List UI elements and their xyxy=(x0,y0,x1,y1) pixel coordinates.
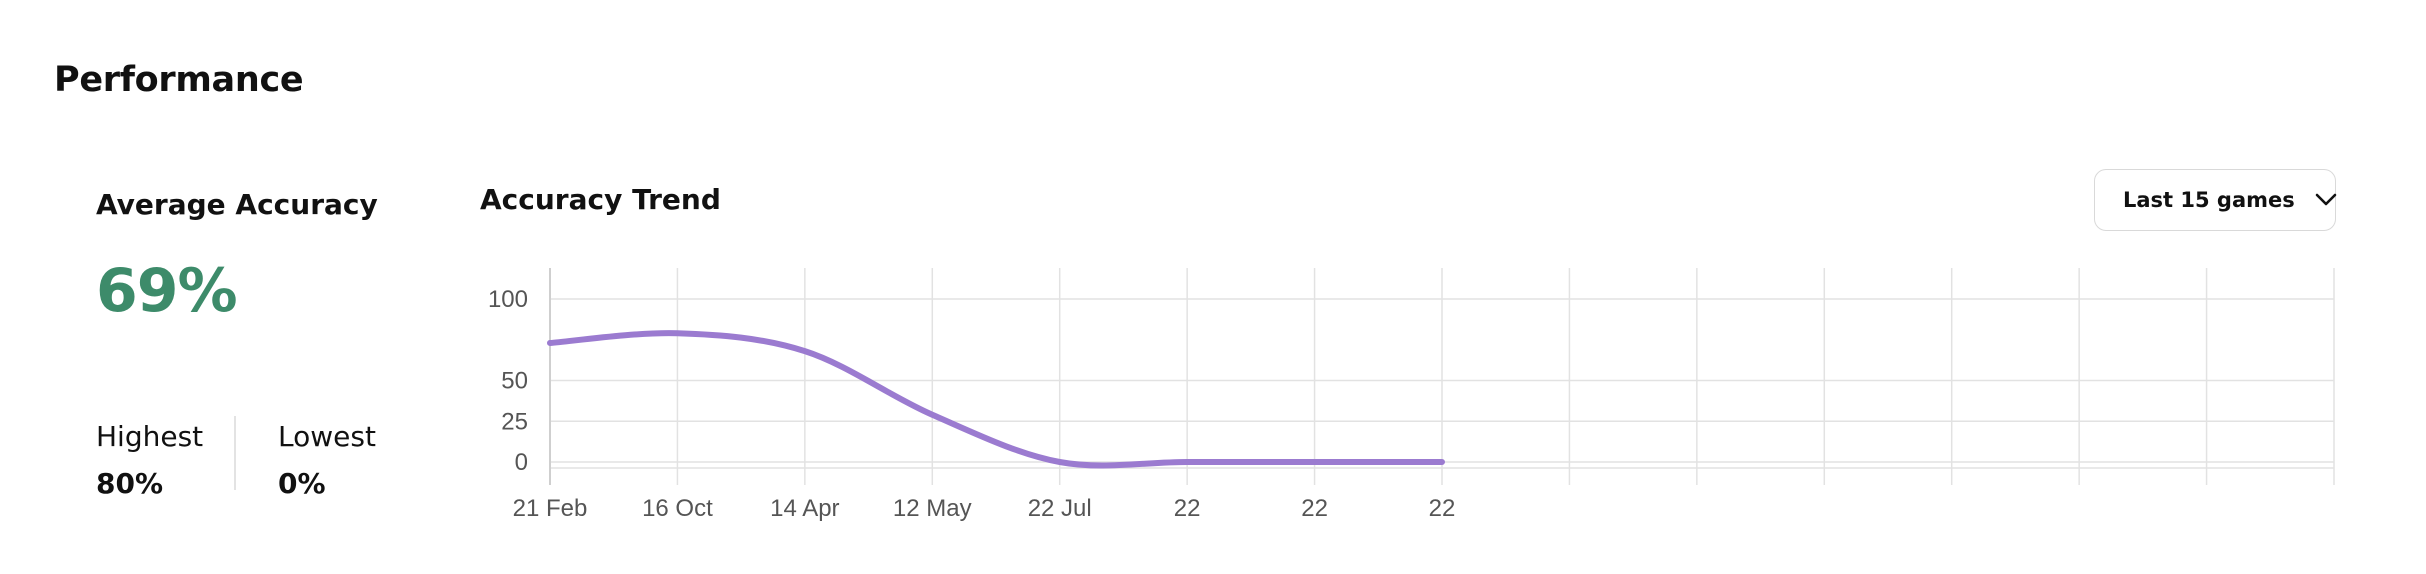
y-tick-label: 25 xyxy=(501,408,528,435)
accuracy-data-point xyxy=(547,340,553,346)
x-tick-label: 14 Apr xyxy=(770,495,839,522)
chart-grid xyxy=(549,268,2335,485)
games-range-selected-value: Last 15 games xyxy=(2123,188,2295,212)
accuracy-data-point xyxy=(1184,459,1190,465)
lowest-value: 0% xyxy=(278,467,326,500)
page-title: Performance xyxy=(54,60,304,100)
accuracy-data-point xyxy=(1057,459,1063,465)
highest-stat: Highest 80% xyxy=(96,420,203,500)
x-tick-label: 12 May xyxy=(893,495,972,522)
x-axis-ticks: 21 Feb 16 Oct 14 Apr 12 May 22 Jul 22 22 22 xyxy=(513,495,1456,522)
accuracy-data-point xyxy=(802,348,808,354)
accuracy-summary: Average Accuracy 69% Highest 80% Lowest … xyxy=(96,0,456,574)
highest-value: 80% xyxy=(96,467,164,500)
accuracy-data-point xyxy=(1439,459,1445,465)
y-tick-label: 0 xyxy=(515,449,528,476)
x-tick-label: 22 xyxy=(1301,495,1328,522)
y-tick-label: 50 xyxy=(501,368,528,395)
x-tick-label: 22 xyxy=(1429,495,1456,522)
accuracy-data-point xyxy=(674,330,680,336)
x-tick-label: 21 Feb xyxy=(513,495,588,522)
lowest-label: Lowest xyxy=(278,420,376,453)
accuracy-data-point xyxy=(929,412,935,418)
games-range-select[interactable]: Last 15 games xyxy=(2094,169,2337,231)
x-tick-label: 22 Jul xyxy=(1028,495,1092,522)
chevron-down-icon xyxy=(2315,193,2337,207)
lowest-stat: Lowest 0% xyxy=(278,420,376,500)
y-tick-label: 100 xyxy=(488,286,528,313)
accuracy-trend-title: Accuracy Trend xyxy=(480,183,721,216)
highest-label: Highest xyxy=(96,420,204,453)
x-tick-label: 22 xyxy=(1174,495,1201,522)
x-tick-label: 16 Oct xyxy=(642,495,713,522)
accuracy-data-point xyxy=(1312,459,1318,465)
chart-series xyxy=(547,330,1445,469)
average-accuracy-label: Average Accuracy xyxy=(96,188,378,221)
y-axis-ticks: 0 25 50 100 xyxy=(488,286,528,476)
stat-divider xyxy=(234,416,236,490)
accuracy-series-line xyxy=(547,330,1445,469)
average-accuracy-value: 69% xyxy=(96,256,238,326)
